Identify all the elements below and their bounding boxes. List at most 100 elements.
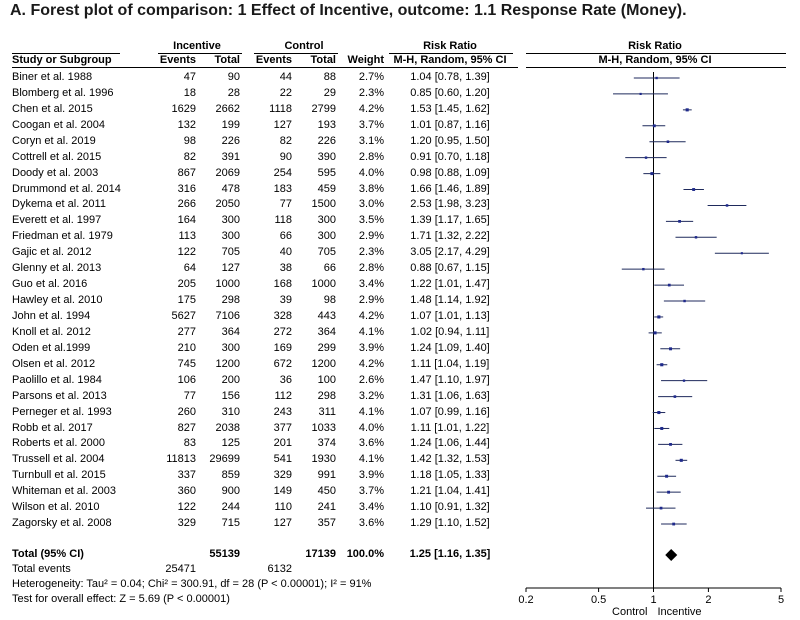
row-total-incentive: 7106 bbox=[215, 309, 240, 322]
row-total-control: 100 bbox=[317, 373, 336, 386]
row-weight: 3.6% bbox=[358, 517, 384, 529]
row-events-incentive: 64 bbox=[183, 262, 196, 275]
row-events-incentive: 745 bbox=[177, 357, 196, 370]
row-weight: 3.7% bbox=[358, 485, 384, 498]
row-total-control: 88 bbox=[323, 71, 336, 83]
row-study-name: Trussell et al. 2004 bbox=[12, 453, 105, 466]
row-events-incentive: 316 bbox=[177, 182, 196, 195]
row-events-incentive: 18 bbox=[183, 86, 196, 99]
row-total-incentive: 715 bbox=[221, 517, 240, 529]
row-events-incentive: 106 bbox=[177, 373, 196, 386]
point-estimate bbox=[679, 458, 683, 462]
row-study-name: Drummond et al. 2014 bbox=[12, 182, 121, 195]
x-tick-label: 2 bbox=[705, 594, 711, 606]
point-estimate bbox=[669, 442, 672, 446]
total-n-incentive: 55139 bbox=[209, 548, 240, 560]
row-total-incentive: 2050 bbox=[215, 198, 240, 211]
row-events-incentive: 47 bbox=[183, 71, 196, 83]
point-estimate bbox=[682, 379, 686, 382]
row-total-control: 300 bbox=[317, 214, 336, 227]
total-label: Total (95% CI) bbox=[12, 548, 84, 560]
row-total-incentive: 300 bbox=[221, 230, 240, 243]
row-weight: 3.4% bbox=[358, 501, 384, 514]
row-total-incentive: 391 bbox=[221, 150, 240, 163]
row-total-incentive: 90 bbox=[227, 71, 240, 83]
total-n-control: 17139 bbox=[305, 548, 336, 560]
row-risk-ratio-ci: 1.18 [1.05, 1.33] bbox=[410, 469, 490, 482]
row-risk-ratio-ci: 1.24 [1.09, 1.40] bbox=[410, 341, 490, 354]
row-risk-ratio-ci: 1.04 [0.78, 1.39] bbox=[410, 71, 490, 83]
header-events-incentive: Events bbox=[159, 54, 196, 66]
row-total-control: 1200 bbox=[311, 357, 336, 370]
row-total-incentive: 298 bbox=[221, 294, 240, 306]
row-study-name: Coryn et al. 2019 bbox=[12, 134, 96, 147]
row-events-control: 243 bbox=[273, 405, 292, 418]
row-events-control: 672 bbox=[273, 357, 292, 370]
row-study-name: Turnbull et al. 2015 bbox=[12, 469, 106, 482]
row-total-incentive: 1000 bbox=[215, 278, 240, 291]
row-total-incentive: 125 bbox=[221, 437, 240, 450]
row-events-control: 149 bbox=[273, 485, 292, 498]
row-total-incentive: 127 bbox=[221, 262, 240, 275]
row-events-incentive: 260 bbox=[177, 405, 196, 418]
rule-header-bottom-right bbox=[526, 67, 786, 68]
row-events-control: 541 bbox=[273, 453, 292, 466]
row-events-incentive: 113 bbox=[178, 230, 196, 243]
row-study-name: Roberts et al. 2000 bbox=[12, 437, 105, 450]
row-events-incentive: 5627 bbox=[171, 309, 196, 322]
row-weight: 3.5% bbox=[358, 214, 384, 227]
row-risk-ratio-ci: 0.91 [0.70, 1.18] bbox=[410, 150, 490, 163]
point-estimate bbox=[652, 124, 656, 128]
row-events-incentive: 164 bbox=[177, 214, 196, 227]
row-total-incentive: 859 bbox=[221, 469, 240, 482]
row-events-incentive: 175 bbox=[177, 294, 196, 306]
point-estimate bbox=[653, 331, 657, 335]
row-total-control: 193 bbox=[317, 118, 336, 131]
point-estimate bbox=[725, 204, 729, 207]
point-estimate bbox=[683, 299, 686, 303]
row-weight: 4.1% bbox=[358, 325, 384, 338]
header-study: Study or Subgroup bbox=[12, 54, 112, 66]
row-total-incentive: 28 bbox=[227, 86, 240, 99]
row-total-incentive: 1200 bbox=[215, 357, 240, 370]
row-events-incentive: 98 bbox=[183, 134, 196, 147]
row-total-incentive: 226 bbox=[221, 134, 240, 147]
row-events-control: 254 bbox=[273, 166, 292, 179]
row-total-incentive: 2038 bbox=[215, 421, 240, 434]
total-events-control: 6132 bbox=[267, 563, 292, 575]
row-total-control: 298 bbox=[317, 389, 336, 402]
point-estimate bbox=[672, 522, 676, 526]
row-study-name: Cottrell et al. 2015 bbox=[12, 150, 102, 163]
row-risk-ratio-ci: 1.53 [1.45, 1.62] bbox=[410, 102, 490, 115]
row-events-control: 183 bbox=[273, 182, 292, 195]
row-events-control: 39 bbox=[279, 294, 292, 306]
point-estimate bbox=[692, 188, 696, 191]
point-estimate bbox=[673, 395, 677, 398]
row-risk-ratio-ci: 0.98 [0.88, 1.09] bbox=[410, 166, 490, 179]
row-total-incentive: 364 bbox=[221, 325, 240, 338]
row-risk-ratio-ci: 1.07 [0.99, 1.16] bbox=[410, 405, 490, 418]
row-risk-ratio-ci: 1.47 [1.10, 1.97] bbox=[410, 373, 490, 386]
row-total-control: 98 bbox=[323, 294, 336, 306]
point-estimate bbox=[667, 283, 671, 287]
row-events-control: 90 bbox=[279, 150, 292, 163]
row-study-name: Coogan et al. 2004 bbox=[12, 118, 105, 131]
row-weight: 4.0% bbox=[358, 166, 384, 179]
total-events-label: Total events bbox=[12, 563, 71, 575]
row-total-control: 364 bbox=[317, 325, 336, 338]
row-events-control: 44 bbox=[279, 71, 292, 83]
total-diamond bbox=[665, 549, 678, 561]
row-total-control: 66 bbox=[323, 262, 336, 275]
row-study-name: Oden et al.1999 bbox=[12, 341, 91, 354]
row-risk-ratio-ci: 1.21 [1.04, 1.41] bbox=[410, 485, 490, 498]
rule-under-incentive bbox=[158, 53, 242, 54]
x-tick-label: 0.2 bbox=[518, 594, 533, 606]
header-method-right: M-H, Random, 95% CI bbox=[598, 54, 712, 66]
row-total-incentive: 2069 bbox=[215, 166, 240, 179]
row-weight: 4.2% bbox=[358, 309, 384, 322]
point-estimate bbox=[655, 76, 658, 80]
row-events-control: 110 bbox=[274, 501, 292, 514]
header-control: Control bbox=[284, 40, 324, 52]
row-weight: 2.7% bbox=[358, 71, 384, 83]
row-total-control: 2799 bbox=[311, 102, 336, 115]
